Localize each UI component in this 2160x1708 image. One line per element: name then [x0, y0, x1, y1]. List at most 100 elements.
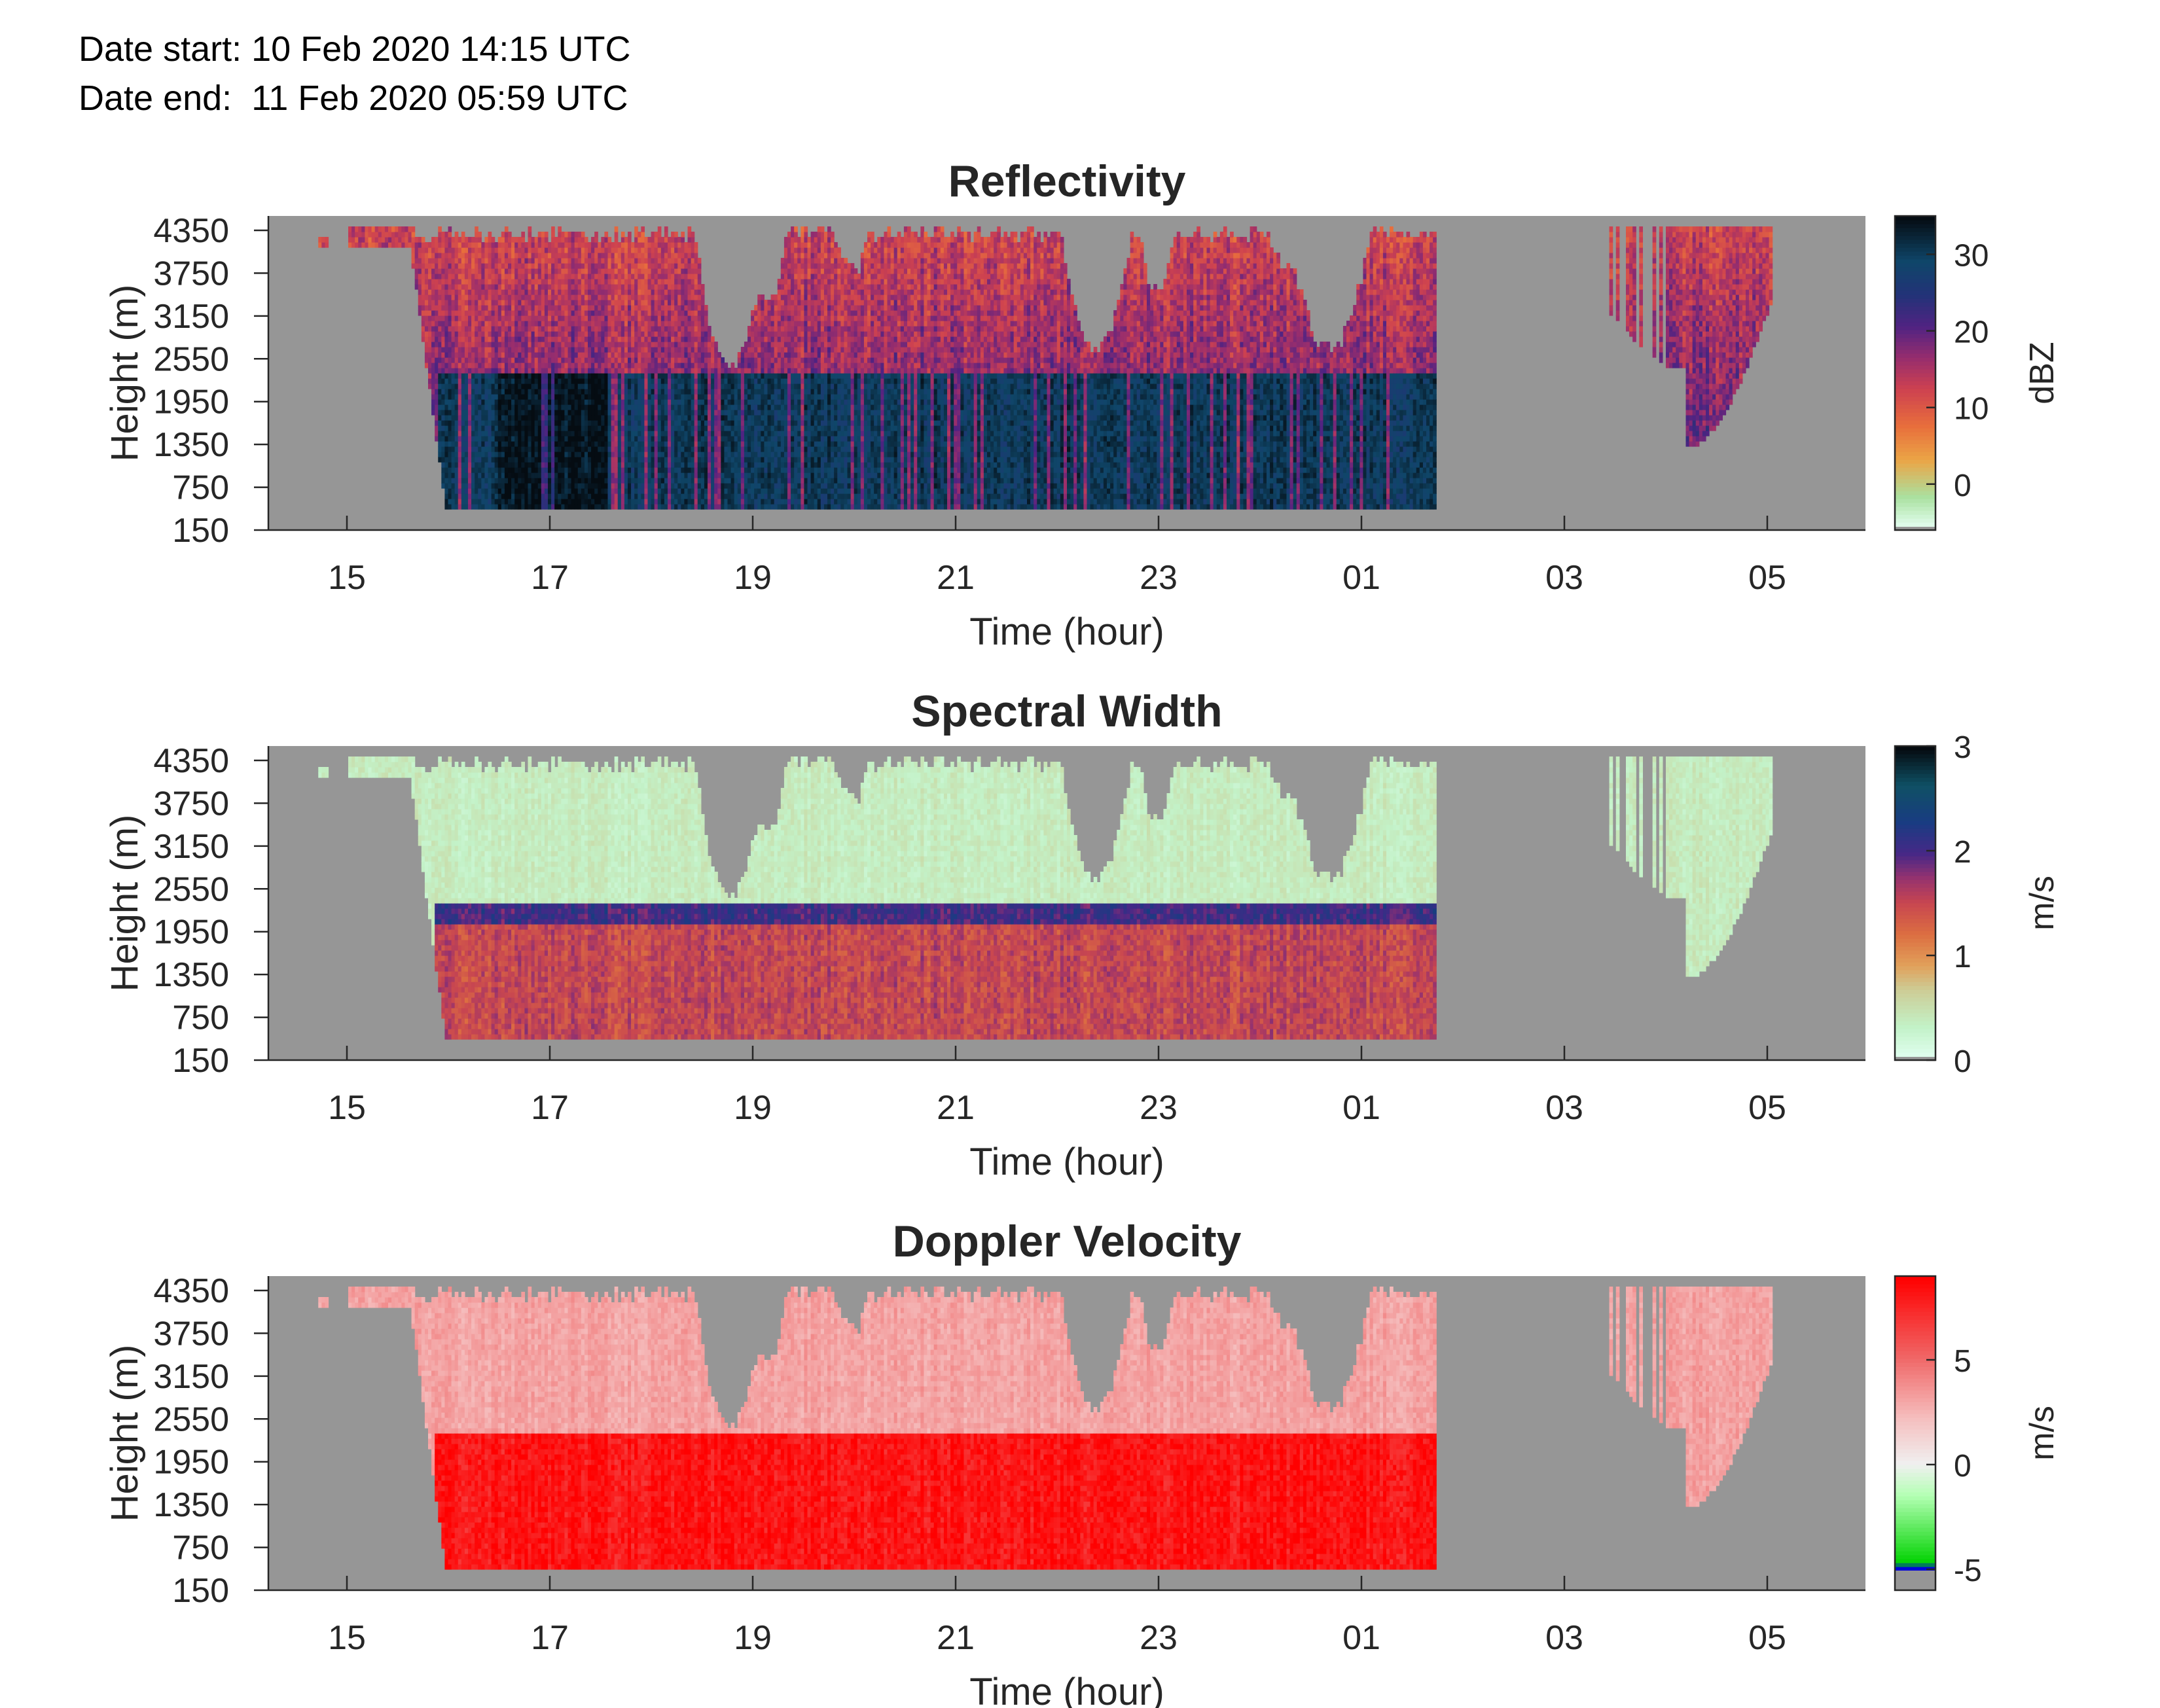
heatmap-cell [588, 326, 592, 332]
heatmap-cell [544, 237, 549, 243]
heatmap-cell [544, 321, 549, 327]
heatmap-cell [551, 331, 555, 337]
heatmap-cell [647, 410, 652, 416]
heatmap-cell [717, 431, 721, 436]
heatmap-cell [681, 452, 685, 457]
heatmap-cell [644, 452, 649, 457]
heatmap-cell [594, 263, 598, 269]
heatmap-cell [475, 226, 478, 232]
heatmap-cell [691, 425, 695, 431]
heatmap-cell [681, 232, 685, 238]
heatmap-cell [574, 237, 579, 243]
heatmap-cell [664, 368, 668, 374]
heatmap-cell [621, 436, 625, 442]
heatmap-cell [571, 342, 575, 347]
heatmap-cell [561, 472, 566, 478]
heatmap-cell [631, 300, 635, 306]
heatmap-cell [571, 242, 575, 248]
heatmap-cell [601, 342, 605, 347]
heatmap-cell [558, 232, 562, 238]
heatmap-cell [584, 457, 588, 463]
heatmap-cell [558, 258, 562, 264]
heatmap-cell [497, 363, 502, 368]
heatmap-cell [651, 263, 655, 269]
heatmap-cell [577, 420, 582, 426]
heatmap-cell [424, 263, 429, 269]
heatmap-cell [691, 467, 695, 473]
heatmap-cell [614, 279, 619, 285]
heatmap-cell [504, 352, 509, 358]
heatmap-cell [641, 258, 645, 264]
heatmap-cell [687, 279, 692, 285]
heatmap-cell [514, 436, 518, 442]
heatmap-cell [554, 352, 558, 358]
heatmap-cell [464, 331, 469, 337]
heatmap-cell [494, 342, 499, 347]
heatmap-cell [660, 504, 665, 510]
heatmap-cell [368, 237, 372, 243]
heatmap-cell [458, 431, 462, 436]
heatmap-cell [537, 284, 542, 290]
heatmap-cell [601, 478, 605, 484]
heatmap-cell [471, 331, 475, 337]
heatmap-cell [601, 483, 605, 489]
heatmap-cell [647, 274, 652, 279]
heatmap-cell [668, 373, 672, 379]
heatmap-cell [654, 493, 658, 499]
heatmap-cell [567, 232, 572, 238]
heatmap-cell [638, 253, 641, 258]
heatmap-cell [561, 404, 566, 410]
heatmap-cell [681, 378, 685, 384]
heatmap-cell [531, 368, 535, 374]
heatmap-cell [514, 383, 518, 389]
heatmap-cell [564, 342, 569, 347]
heatmap-cell [528, 383, 532, 389]
heatmap-cell [497, 310, 502, 316]
heatmap-cell [431, 315, 435, 321]
heatmap-cell [638, 268, 641, 274]
heatmap-cell [624, 315, 628, 321]
heatmap-cell [588, 300, 592, 306]
heatmap-cell [395, 237, 399, 243]
heatmap-cell [478, 237, 482, 243]
heatmap-cell [468, 294, 472, 300]
heatmap-cell [628, 368, 632, 374]
heatmap-cell [677, 404, 681, 410]
heatmap-cell [724, 452, 729, 457]
heatmap-cell [494, 436, 499, 442]
heatmap-cell [461, 274, 465, 279]
heatmap-cell [561, 410, 566, 416]
heatmap-cell [478, 488, 482, 494]
heatmap-cell [464, 242, 469, 248]
heatmap-cell [660, 315, 665, 321]
heatmap-cell [534, 247, 539, 253]
heatmap-cell [697, 378, 702, 384]
heatmap-cell [405, 242, 409, 248]
heatmap-cell [671, 368, 675, 374]
heatmap-cell [714, 425, 718, 431]
heatmap-cell [751, 478, 755, 484]
heatmap-cell [424, 326, 429, 332]
heatmap-cell [647, 467, 652, 473]
heatmap-cell [551, 226, 555, 232]
heatmap-cell [740, 504, 745, 510]
heatmap-cell [664, 499, 668, 505]
heatmap-cell [454, 467, 459, 473]
heatmap-cell [488, 441, 492, 447]
heatmap-cell [664, 457, 668, 463]
heatmap-cell [594, 284, 598, 290]
heatmap-cell [737, 357, 742, 363]
heatmap-cell [548, 431, 552, 436]
heatmap-cell [537, 347, 542, 353]
heatmap-cell [531, 410, 535, 416]
heatmap-cell [564, 425, 569, 431]
heatmap-cell [475, 263, 478, 269]
heatmap-cell [521, 478, 526, 484]
heatmap-cell [638, 300, 641, 306]
heatmap-cell [518, 242, 522, 248]
heatmap-cell [657, 378, 662, 384]
heatmap-cell [604, 263, 609, 269]
heatmap-cell [441, 247, 446, 253]
heatmap-cell [534, 321, 539, 327]
heatmap-cell [694, 363, 698, 368]
